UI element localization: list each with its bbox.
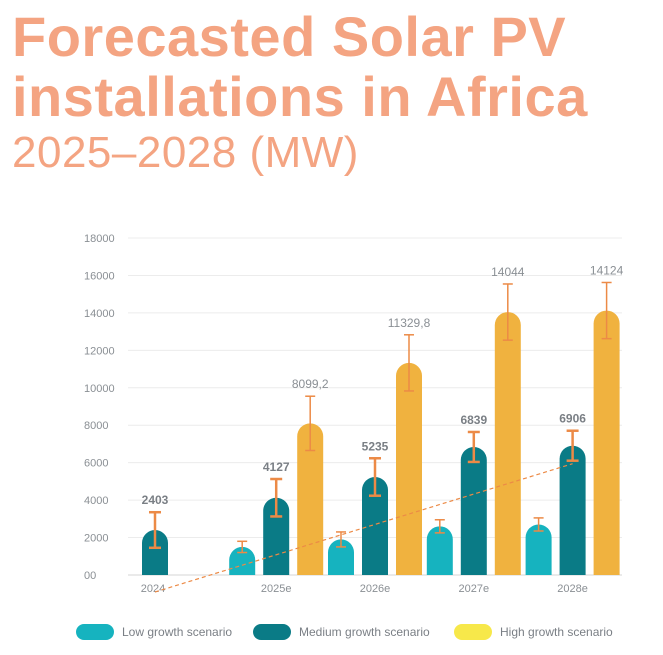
chart-subtitle: 2025–2028 (MW) bbox=[12, 128, 359, 177]
y-tick-label: 18000 bbox=[84, 233, 115, 245]
data-label-high: 14044 bbox=[491, 265, 525, 279]
chart-title-line-1: Forecasted Solar PV bbox=[12, 5, 567, 68]
legend-swatch-medium bbox=[253, 624, 291, 640]
bar-high-2025e bbox=[297, 423, 324, 575]
bar-medium-2026e bbox=[362, 476, 388, 575]
bar-low-2025e bbox=[229, 546, 256, 575]
legend-item-medium: Medium growth scenario bbox=[253, 622, 430, 642]
x-tick-label: 2024 bbox=[141, 583, 165, 595]
y-tick-label: 2000 bbox=[84, 533, 108, 545]
x-tick-label: 2026e bbox=[360, 583, 391, 595]
bar-low-2028e bbox=[525, 524, 552, 575]
y-tick-label: 10000 bbox=[84, 383, 115, 395]
bar-low-2027e bbox=[426, 526, 453, 575]
x-tick-label: 2025e bbox=[261, 583, 292, 595]
bar-high-2026e bbox=[396, 362, 422, 575]
chart-title-line-2: installations in Africa bbox=[12, 65, 588, 128]
trend-line bbox=[154, 463, 573, 593]
bar-medium-2025e bbox=[263, 497, 290, 575]
bar-high-2028e bbox=[593, 310, 620, 575]
bar-high-2027e bbox=[494, 312, 521, 575]
legend-label-high: High growth scenario bbox=[500, 625, 613, 639]
data-label-high: 8099,2 bbox=[292, 377, 329, 391]
x-tick-label: 2028e bbox=[557, 583, 588, 595]
legend-item-high: High growth scenario bbox=[454, 622, 613, 642]
y-tick-label: 12000 bbox=[84, 345, 115, 357]
y-tick-label: 4000 bbox=[84, 495, 108, 507]
x-tick-label: 2027e bbox=[459, 583, 490, 595]
y-tick-label: 14000 bbox=[84, 308, 115, 320]
legend-item-low: Low growth scenario bbox=[76, 622, 232, 642]
bar-low-2026e bbox=[328, 539, 354, 575]
data-label-medium: 4127 bbox=[263, 460, 290, 474]
data-label-high: 14124 bbox=[590, 263, 624, 277]
data-label-medium: 5235 bbox=[362, 439, 389, 453]
bar-medium-2024 bbox=[142, 530, 168, 575]
y-tick-label: 00 bbox=[84, 570, 96, 582]
bar-medium-2027e bbox=[460, 446, 487, 575]
legend-swatch-low bbox=[76, 624, 114, 640]
legend-label-low: Low growth scenario bbox=[122, 625, 233, 639]
legend-label-medium: Medium growth scenario bbox=[299, 625, 430, 639]
data-label-medium: 6839 bbox=[460, 413, 487, 427]
y-tick-label: 6000 bbox=[84, 458, 108, 470]
y-tick-label: 8000 bbox=[84, 420, 108, 432]
data-label-medium: 6906 bbox=[559, 412, 586, 426]
y-tick-label: 16000 bbox=[84, 270, 115, 282]
data-label-medium: 2403 bbox=[142, 493, 169, 507]
legend-swatch-high bbox=[454, 624, 492, 640]
bar-medium-2028e bbox=[559, 445, 586, 575]
data-label-high: 11329,8 bbox=[388, 316, 431, 330]
